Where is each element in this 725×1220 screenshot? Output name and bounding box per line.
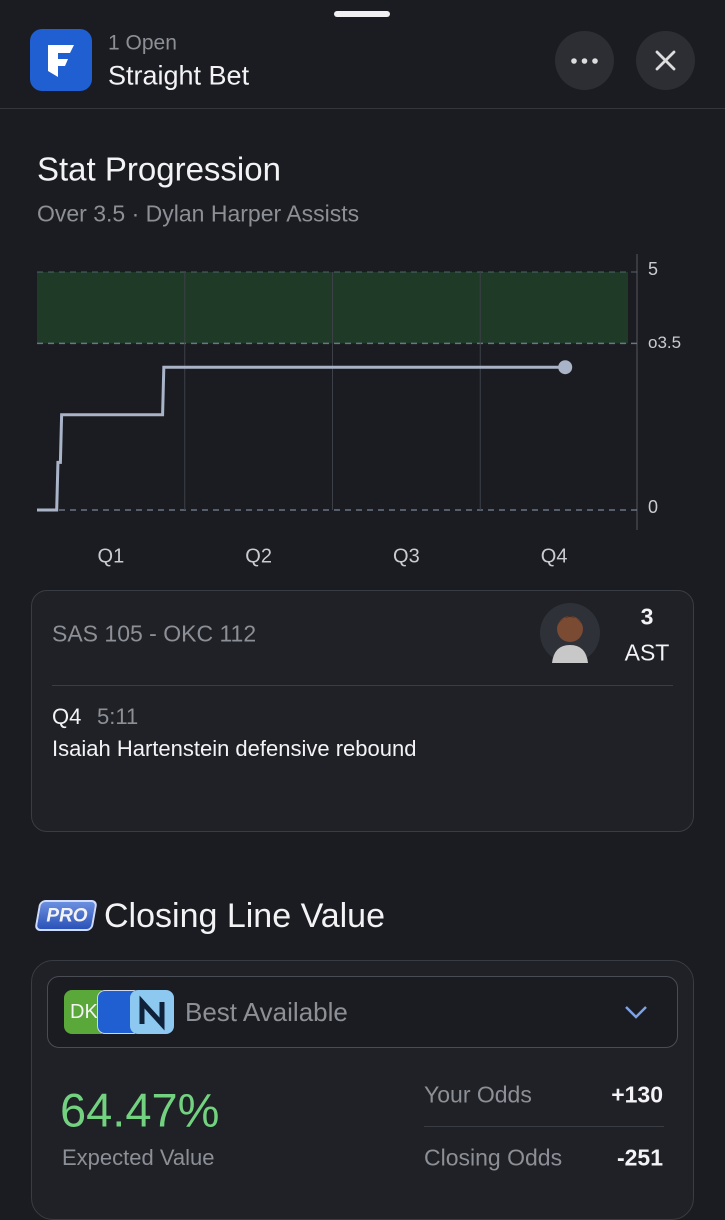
clock: 5:11 bbox=[97, 704, 139, 729]
y-tick-label: 5 bbox=[648, 259, 658, 279]
card-divider bbox=[52, 685, 673, 686]
nv-logo bbox=[130, 990, 174, 1034]
chevron[interactable] bbox=[624, 1003, 648, 1021]
odds-label: Your Odds bbox=[424, 1081, 532, 1108]
play-text: Isaiah Hartenstein defensive rebound bbox=[52, 736, 417, 761]
period: Q4 bbox=[52, 704, 82, 729]
odds-label: Closing Odds bbox=[424, 1144, 563, 1171]
y-tick-label: 0 bbox=[648, 497, 658, 517]
logo-icon bbox=[48, 45, 74, 77]
x-tick-label: Q2 bbox=[245, 545, 272, 567]
y-tick-label: o3.5 bbox=[648, 333, 681, 352]
line-series bbox=[37, 365, 566, 512]
selector-text: Best Available bbox=[185, 997, 348, 1027]
expected-value-label: Expected Value bbox=[62, 1145, 215, 1170]
x-tick-label: Q3 bbox=[393, 545, 420, 567]
expected-value: 64.47% bbox=[60, 1083, 220, 1137]
x-tick-label: Q4 bbox=[541, 545, 568, 567]
clv-title: Closing Line Value bbox=[104, 897, 385, 935]
player-avatar bbox=[540, 603, 600, 663]
app-logo bbox=[30, 29, 92, 91]
nv-icon bbox=[139, 995, 165, 1031]
more-icon bbox=[571, 58, 598, 64]
chart-subtitle: Over 3.5 · Dylan Harper Assists bbox=[37, 200, 360, 227]
score: SAS 105 - OKC 112 bbox=[52, 620, 257, 647]
open-count: 1 Open bbox=[108, 31, 177, 55]
close-button[interactable] bbox=[636, 31, 695, 90]
more-button[interactable] bbox=[555, 31, 614, 90]
chart-title: Stat Progression bbox=[37, 150, 281, 188]
dk-text: DK bbox=[70, 1001, 98, 1023]
end-point bbox=[558, 360, 573, 375]
odds-value: -251 bbox=[616, 1144, 663, 1171]
chart: 0 o3.5 5 Q1 Q2 Q3 Q4 bbox=[37, 254, 681, 567]
drag-handle[interactable] bbox=[334, 11, 390, 17]
odds-divider bbox=[424, 1126, 664, 1127]
divider bbox=[0, 108, 725, 109]
x-tick-label: Q1 bbox=[98, 545, 125, 567]
odds-value: +130 bbox=[611, 1081, 663, 1108]
stat-label: AST bbox=[624, 639, 670, 666]
pro-badge-text: PRO bbox=[46, 905, 88, 927]
stat-value: 3 bbox=[640, 603, 654, 630]
header-title: Straight Bet bbox=[108, 60, 250, 91]
close-icon bbox=[655, 50, 676, 71]
